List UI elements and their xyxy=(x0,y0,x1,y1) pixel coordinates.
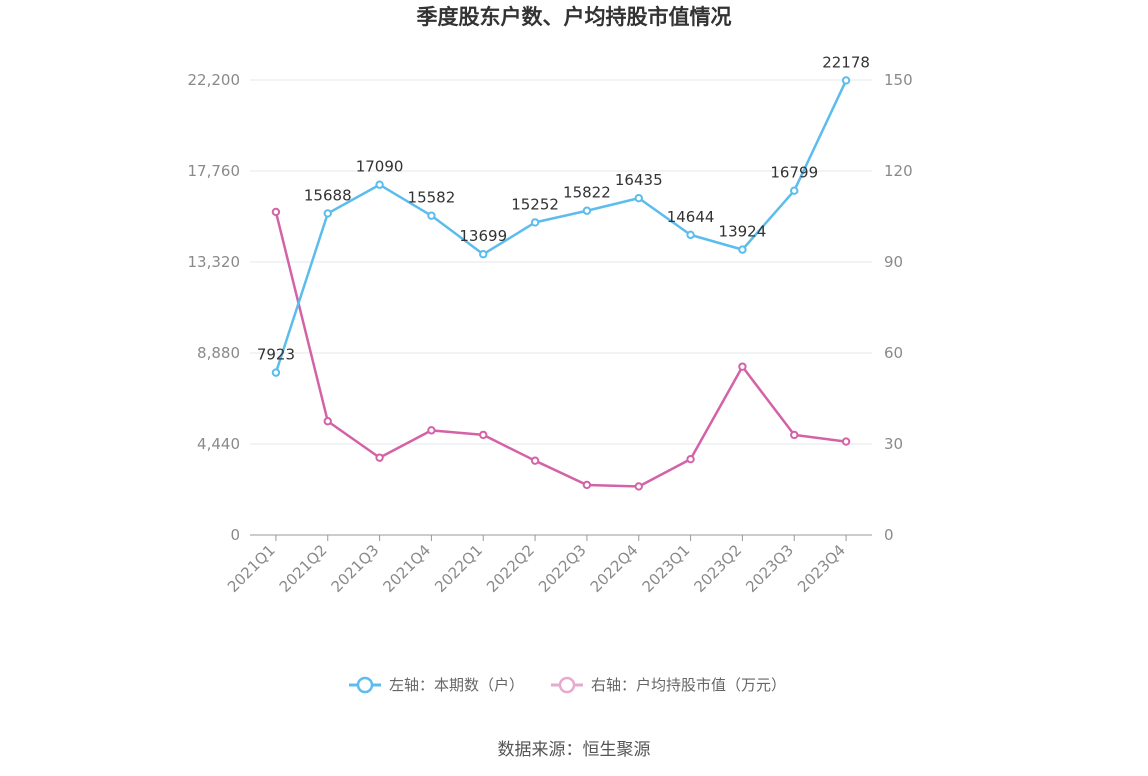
data-label: 13699 xyxy=(459,227,507,245)
x-tick-label: 2021Q4 xyxy=(379,541,434,596)
point-left[interactable] xyxy=(634,193,643,203)
point-right[interactable] xyxy=(634,482,643,491)
legend-item-right[interactable]: 右轴：户均持股市值（万元） xyxy=(551,676,786,694)
right-axis: 0 30 60 90 120 150 xyxy=(884,71,913,544)
point-right[interactable] xyxy=(271,207,281,217)
point-left[interactable] xyxy=(427,211,436,220)
right-tick-label: 90 xyxy=(884,253,903,271)
left-tick-label: 8,880 xyxy=(197,344,240,362)
point-right[interactable] xyxy=(479,430,488,440)
point-left[interactable] xyxy=(841,76,851,85)
point-right[interactable] xyxy=(375,453,384,462)
point-right[interactable] xyxy=(790,430,799,440)
series-line-right xyxy=(274,211,847,488)
point-right[interactable] xyxy=(582,480,592,490)
x-axis: 2021Q12021Q22021Q32021Q42022Q12022Q22022… xyxy=(224,534,872,596)
left-tick-label: 13,320 xyxy=(188,253,241,271)
point-left[interactable] xyxy=(271,368,281,377)
legend[interactable]: 左轴：本期数（户） 右轴：户均持股市值（万元） xyxy=(349,676,786,694)
left-tick-label: 0 xyxy=(230,526,240,544)
data-label: 14644 xyxy=(667,208,715,226)
left-axis: 0 4,440 8,880 13,320 17,760 22,200 xyxy=(188,71,241,544)
x-tick-label: 2021Q3 xyxy=(328,541,383,596)
chart-title: 季度股东户数、户均持股市值情况 xyxy=(417,5,732,29)
point-right[interactable] xyxy=(841,437,851,446)
point-left[interactable] xyxy=(582,206,592,215)
x-tick-label: 2021Q1 xyxy=(224,541,279,596)
x-tick-label: 2023Q1 xyxy=(639,541,694,596)
legend-label-right: 右轴：户均持股市值（万元） xyxy=(591,676,786,694)
data-label: 17090 xyxy=(356,158,404,176)
right-tick-label: 30 xyxy=(884,435,903,453)
series-line-left xyxy=(274,79,848,374)
point-left[interactable] xyxy=(375,180,384,189)
right-tick-label: 150 xyxy=(884,71,913,89)
data-label: 22178 xyxy=(822,53,870,71)
legend-marker-icon xyxy=(356,676,374,694)
source-note: 数据来源：恒生聚源 xyxy=(498,740,651,760)
x-tick-label: 2023Q2 xyxy=(690,541,745,596)
data-label: 13924 xyxy=(719,223,767,241)
point-left[interactable] xyxy=(530,218,540,227)
x-tick-label: 2022Q2 xyxy=(483,541,538,596)
right-tick-label: 120 xyxy=(884,162,913,180)
right-tick-label: 60 xyxy=(884,344,903,362)
point-left[interactable] xyxy=(479,250,488,259)
data-label: 16435 xyxy=(615,171,663,189)
point-right[interactable] xyxy=(686,454,695,464)
point-left[interactable] xyxy=(323,209,332,218)
x-tick-label: 2023Q4 xyxy=(794,541,849,596)
right-tick-label: 0 xyxy=(884,526,894,544)
data-label: 15822 xyxy=(563,184,611,202)
left-tick-label: 17,760 xyxy=(188,162,241,180)
x-tick-label: 2021Q2 xyxy=(276,541,331,596)
data-label: 15582 xyxy=(408,189,456,207)
point-left[interactable] xyxy=(686,230,695,240)
point-right[interactable] xyxy=(738,362,747,371)
point-right[interactable] xyxy=(530,456,540,465)
point-right[interactable] xyxy=(323,417,332,426)
legend-item-left[interactable]: 左轴：本期数（户） xyxy=(349,676,524,694)
x-tick-label: 2022Q1 xyxy=(431,541,486,596)
data-label: 16799 xyxy=(770,164,818,182)
left-tick-label: 22,200 xyxy=(188,71,241,89)
point-left[interactable] xyxy=(790,186,799,195)
point-left[interactable] xyxy=(738,245,747,254)
legend-label-left: 左轴：本期数（户） xyxy=(389,676,524,694)
x-tick-label: 2022Q4 xyxy=(587,541,642,596)
data-label: 15252 xyxy=(511,195,559,213)
left-tick-label: 4,440 xyxy=(197,435,240,453)
data-label: 7923 xyxy=(257,346,295,364)
data-label: 15688 xyxy=(304,186,352,204)
x-tick-label: 2022Q3 xyxy=(535,541,590,596)
legend-marker-icon xyxy=(558,676,576,694)
x-tick-label: 2023Q3 xyxy=(742,541,797,596)
grid-lines xyxy=(250,79,872,445)
point-right[interactable] xyxy=(427,426,436,435)
